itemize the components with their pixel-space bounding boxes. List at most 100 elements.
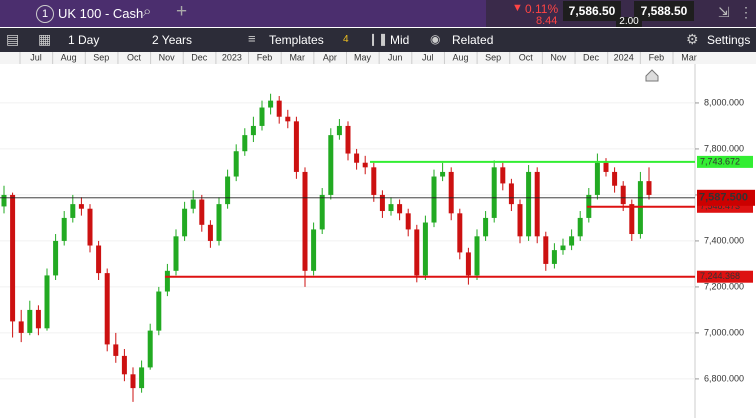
- candle-body: [27, 309, 33, 333]
- price-type-icon: ❙❚: [368, 32, 389, 46]
- candle-body: [465, 252, 471, 276]
- buy-price[interactable]: 7,588.50: [634, 1, 694, 21]
- time-axis-band: [0, 52, 756, 64]
- candle-body: [44, 275, 50, 329]
- header: 1 UK 100 - Cash ⌕ + ▼ 0.11% 8.44 7,586.5…: [0, 0, 756, 27]
- toolbar: ▤ ▦ 1 Day 2 Years ≡ Templates 4 ❙❚ Mid ◉…: [0, 28, 756, 52]
- x-tick-label: Jul: [30, 52, 42, 62]
- candle-body: [1, 194, 7, 207]
- candle-body: [560, 245, 566, 251]
- settings-icon: ⚙: [686, 31, 699, 47]
- candle-body: [629, 204, 635, 235]
- candle-body: [457, 213, 463, 253]
- interval[interactable]: 1 Day: [68, 33, 100, 47]
- candle-body: [603, 162, 609, 172]
- x-tick-label: Feb: [257, 52, 273, 62]
- candle-body: [345, 125, 351, 154]
- x-tick-label: Sep: [93, 52, 109, 62]
- x-tick-label: 2023: [222, 52, 242, 62]
- candle-body: [371, 167, 377, 195]
- add-tab[interactable]: +: [176, 1, 188, 22]
- related-icon: ◉: [430, 32, 441, 46]
- candle-body: [414, 229, 420, 276]
- layout-button[interactable]: ▦: [38, 31, 52, 47]
- candle-body: [156, 291, 162, 331]
- related[interactable]: Related: [452, 33, 494, 47]
- templates-count: 4: [343, 34, 349, 45]
- candle-body: [164, 270, 170, 292]
- candle-body: [87, 208, 93, 246]
- x-tick-label: Mar: [681, 52, 697, 62]
- candle-body: [10, 194, 16, 322]
- x-tick-label: 2024: [614, 52, 634, 62]
- candle-body: [500, 167, 506, 184]
- x-tick-label: Dec: [191, 52, 208, 62]
- y-tick-label: 6,800.000: [704, 373, 744, 383]
- candle-body: [319, 194, 325, 230]
- candle-body: [397, 204, 403, 214]
- level-label-box: [697, 155, 753, 168]
- settings[interactable]: Settings: [707, 33, 751, 47]
- home-marker[interactable]: [645, 69, 659, 82]
- candle-body: [259, 107, 265, 126]
- candle-body: [182, 208, 188, 237]
- candle-body: [276, 100, 282, 117]
- x-tick-label: Jun: [388, 52, 403, 62]
- candle-body: [311, 229, 317, 271]
- candle-body: [336, 125, 342, 136]
- candle-body: [594, 162, 600, 195]
- templates[interactable]: Templates: [269, 33, 324, 47]
- candle-body: [207, 224, 213, 241]
- candle-body: [448, 171, 454, 214]
- candle-body: [577, 217, 583, 237]
- candle-body: [569, 236, 575, 246]
- level-label-box: [697, 270, 753, 283]
- menu-button[interactable]: ▤: [6, 31, 20, 47]
- candle-body: [405, 213, 411, 230]
- x-tick-label: Feb: [649, 52, 665, 62]
- candle-body: [147, 330, 153, 368]
- templates-icon: ≡: [248, 31, 256, 46]
- search-icon[interactable]: ⌕: [143, 3, 152, 20]
- candle-body: [526, 171, 532, 237]
- candle-body: [139, 367, 145, 389]
- candle-body: [388, 204, 394, 212]
- sell-price[interactable]: 7,586.50: [563, 1, 621, 21]
- candle-body: [233, 151, 239, 177]
- candle-body: [620, 185, 626, 205]
- candle-body: [225, 176, 231, 205]
- candle-body: [422, 222, 428, 276]
- candle-body: [551, 250, 557, 264]
- candle-body: [216, 204, 222, 241]
- candle-body: [78, 204, 84, 209]
- candle-body: [293, 121, 299, 172]
- range[interactable]: 2 Years: [152, 33, 193, 47]
- candle-body: [362, 162, 368, 168]
- instrument[interactable]: UK 100 - Cash: [58, 6, 144, 21]
- candle-body: [104, 273, 110, 345]
- tab-number[interactable]: 1: [36, 5, 54, 23]
- candle-body: [543, 236, 549, 264]
- price-type[interactable]: Mid: [390, 33, 410, 47]
- candle-body: [18, 321, 24, 333]
- change-arrow: ▼: [512, 2, 523, 14]
- candle-body: [190, 199, 196, 209]
- candle-body: [440, 171, 446, 177]
- candle-body: [328, 135, 334, 195]
- level-label: 7,244.368: [700, 271, 740, 281]
- level-label: 7,743.672: [700, 156, 740, 166]
- window-icon[interactable]: ⇲: [718, 4, 730, 20]
- candle-body: [70, 204, 76, 218]
- candle-body: [61, 217, 67, 241]
- current-price-box: [697, 189, 755, 206]
- candle-body: [302, 171, 308, 271]
- x-tick-label: Aug: [452, 52, 468, 62]
- current-price-label: 7,587.500: [699, 192, 748, 204]
- candle-body: [646, 181, 652, 195]
- candle-body: [612, 171, 618, 186]
- candle-body: [517, 204, 523, 237]
- candle-body: [96, 245, 102, 274]
- menu-icon[interactable]: ⋮: [739, 4, 753, 20]
- candle-body: [173, 236, 179, 271]
- y-tick-label: 7,200.000: [704, 281, 744, 291]
